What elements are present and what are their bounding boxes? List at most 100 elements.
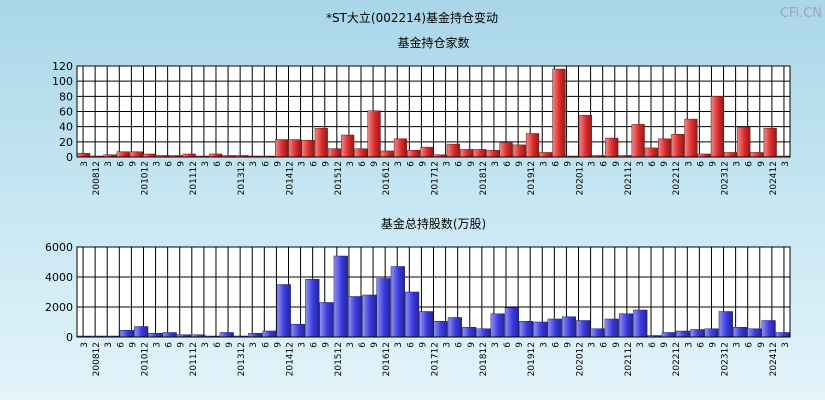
- x-tick-label: 202312: [721, 342, 731, 376]
- x-tick-label: 3: [249, 342, 259, 348]
- x-tick-label: 9: [757, 161, 767, 167]
- x-tick-label: 202212: [672, 161, 682, 195]
- x-tick-label: 201912: [527, 161, 537, 195]
- bar: [675, 330, 691, 338]
- x-tick-label: 9: [612, 342, 622, 348]
- bar: [288, 139, 302, 158]
- bar: [490, 313, 505, 338]
- x-tick-label: 201812: [479, 342, 489, 376]
- x-tick-label: 9: [563, 161, 573, 167]
- x-tick-label: 3: [781, 161, 791, 167]
- x-tick-label: 3: [636, 342, 646, 348]
- x-tick-label: 9: [128, 342, 138, 348]
- bar: [162, 332, 177, 338]
- bar: [763, 127, 777, 158]
- x-tick-label: 201612: [382, 342, 392, 376]
- x-tick-label: 202412: [769, 342, 779, 376]
- x-tick-label: 6: [503, 342, 513, 348]
- x-tick-label: 9: [370, 161, 380, 167]
- bar: [319, 302, 334, 338]
- x-tick-label: 6: [261, 342, 271, 348]
- bar: [631, 124, 645, 158]
- bar: [420, 146, 434, 158]
- x-tick-label: 201412: [285, 342, 295, 376]
- x-tick-label: 9: [128, 161, 138, 167]
- bar: [305, 279, 320, 338]
- bar: [290, 324, 306, 338]
- x-tick-label: 6: [648, 161, 658, 167]
- x-tick-label: 6: [116, 161, 126, 167]
- x-tick-label: 202312: [721, 161, 731, 195]
- x-tick-label: 9: [757, 342, 767, 348]
- bar: [633, 309, 648, 338]
- x-tick-label: 200812: [92, 342, 102, 376]
- y-tick-label: 6000: [45, 241, 73, 254]
- bar: [605, 137, 619, 158]
- x-tick-label: 3: [346, 161, 356, 167]
- watermark: CFi.CN: [780, 6, 822, 21]
- x-tick-label: 9: [660, 161, 670, 167]
- bar: [367, 110, 381, 158]
- x-tick-label: 3: [443, 161, 453, 167]
- bar: [262, 330, 277, 338]
- plot-border-2: [76, 246, 791, 338]
- bar: [761, 320, 776, 338]
- x-tick-label: 9: [515, 342, 525, 348]
- bar: [737, 127, 751, 158]
- x-tick-label: 3: [539, 342, 549, 348]
- x-tick-label: 9: [515, 161, 525, 167]
- y-tick-label: 4000: [45, 271, 73, 284]
- x-tick-label: 9: [273, 161, 283, 167]
- x-tick-label: 6: [745, 161, 755, 167]
- x-tick-label: 6: [600, 161, 610, 167]
- bar: [578, 115, 592, 158]
- bar: [362, 294, 377, 338]
- y-tick-label: 2000: [45, 301, 73, 314]
- x-tick-label: 201812: [479, 161, 489, 195]
- bar: [684, 118, 698, 158]
- x-tick-label: 3: [684, 342, 694, 348]
- x-tick-label: 3: [636, 161, 646, 167]
- bar: [462, 327, 477, 338]
- x-tick-label: 3: [588, 342, 598, 348]
- x-tick-label: 3: [733, 161, 743, 167]
- x-tick-label: 9: [467, 161, 477, 167]
- x-tick-label: 3: [104, 161, 114, 167]
- x-tick-label: 6: [503, 161, 513, 167]
- x-tick-label: 9: [708, 342, 718, 348]
- bar: [718, 311, 733, 338]
- bar: [219, 332, 234, 338]
- x-tick-label: 201112: [189, 342, 199, 376]
- chart-title-1: 基金持仓家数: [397, 35, 469, 50]
- x-tick-label: 6: [551, 161, 561, 167]
- y-tick-label: 0: [66, 331, 73, 344]
- x-tick-label: 6: [213, 161, 223, 167]
- x-tick-label: 201612: [382, 161, 392, 195]
- y-tick-label: 0: [66, 151, 73, 164]
- bar: [644, 147, 658, 158]
- bar: [747, 328, 762, 338]
- x-tick-label: 3: [781, 342, 791, 348]
- x-tick-label: 6: [455, 161, 465, 167]
- page-title: *ST大立(002214)基金持仓变动: [326, 10, 498, 25]
- bar: [486, 149, 500, 158]
- x-tick-label: 9: [563, 342, 573, 348]
- bar: [405, 291, 420, 338]
- x-tick-label: 6: [551, 342, 561, 348]
- bar: [710, 96, 724, 158]
- bar: [618, 313, 634, 338]
- x-tick-label: 201912: [527, 342, 537, 376]
- chart-title-2: 基金总持股数(万股): [381, 216, 486, 231]
- x-tick-label: 3: [153, 342, 163, 348]
- x-tick-label: 3: [394, 342, 404, 348]
- bar: [119, 330, 135, 338]
- bar: [116, 151, 130, 158]
- bar: [354, 148, 368, 158]
- bar: [547, 318, 562, 338]
- x-tick-label: 3: [298, 342, 308, 348]
- x-tick-label: 3: [201, 161, 211, 167]
- x-tick-label: 9: [418, 161, 428, 167]
- bar: [327, 148, 342, 158]
- bar: [248, 333, 263, 338]
- bar: [525, 133, 540, 158]
